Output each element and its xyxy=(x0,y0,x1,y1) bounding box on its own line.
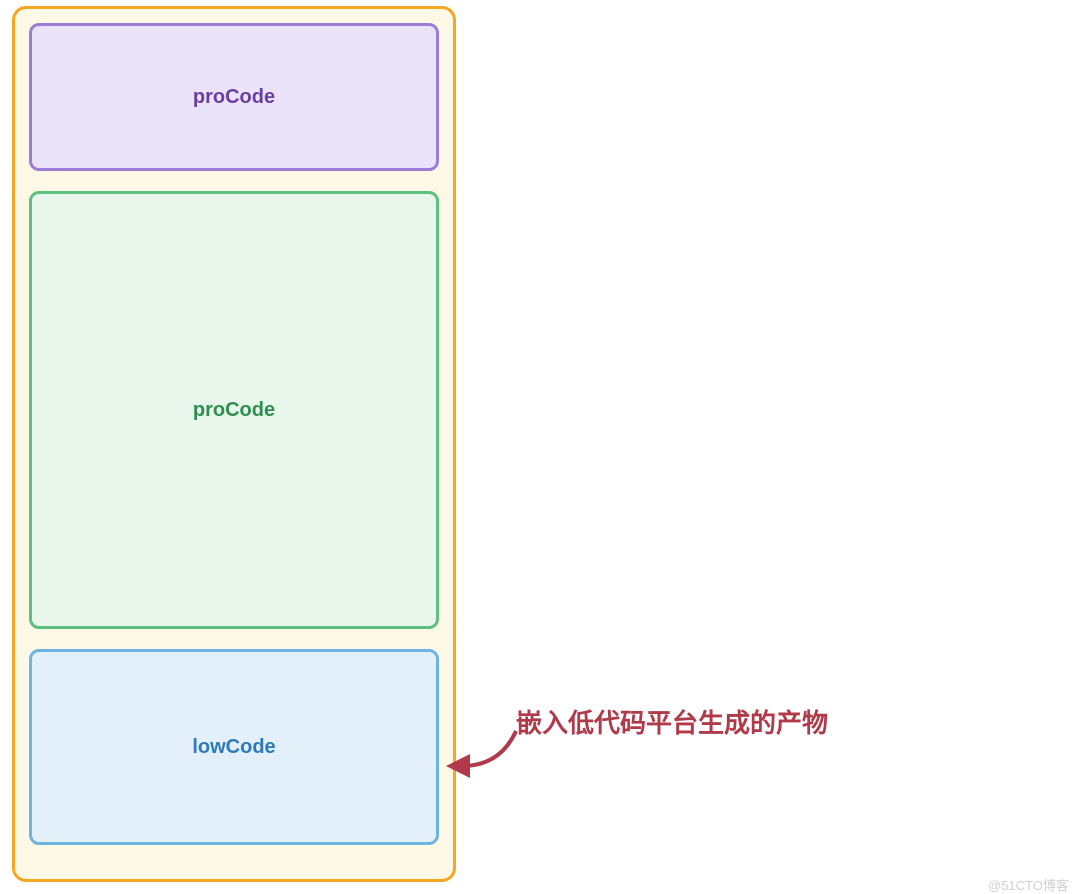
annotation-label: 嵌入低代码平台生成的产物 xyxy=(516,703,828,740)
watermark: @51CTO博客 xyxy=(988,875,1069,894)
annotation-arrow xyxy=(0,0,1080,892)
